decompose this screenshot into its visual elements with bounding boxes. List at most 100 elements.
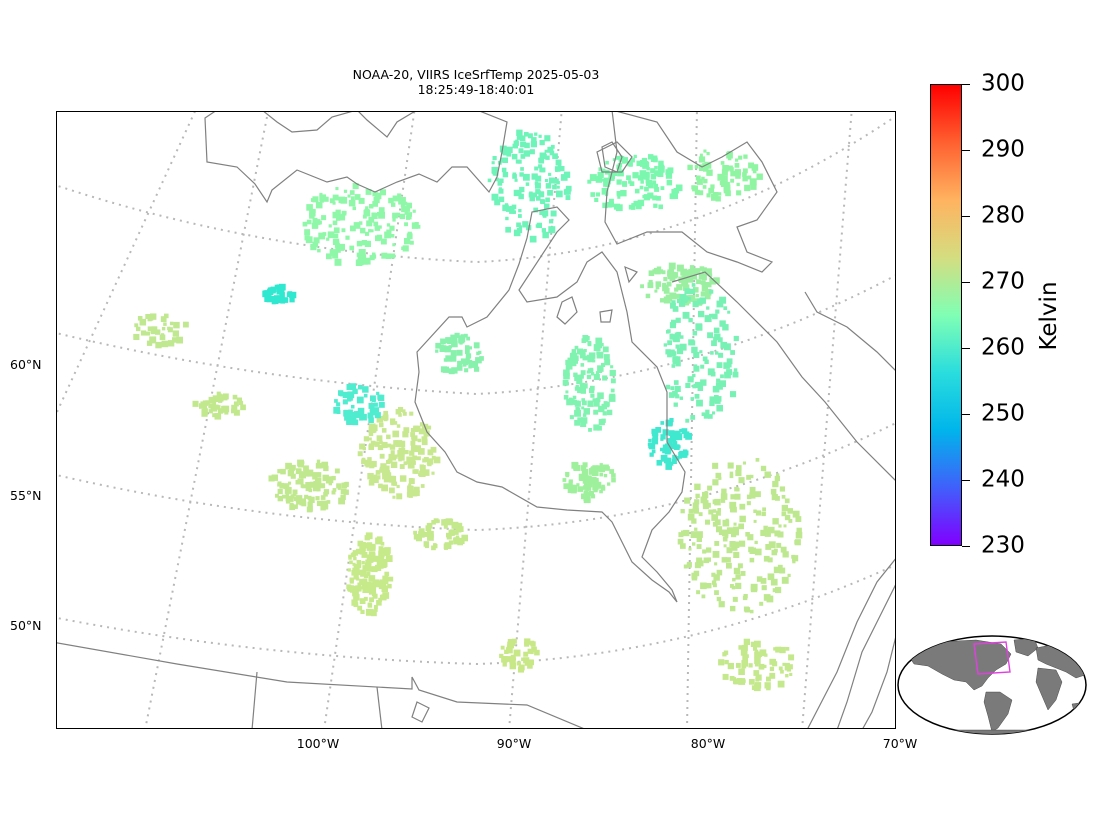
temperature-pixel (332, 488, 337, 492)
temperature-pixel (713, 397, 719, 403)
temperature-pixel (295, 468, 302, 475)
temperature-pixel (708, 273, 713, 278)
temperature-pixel (710, 279, 715, 284)
temperature-pixel (410, 428, 416, 433)
temperature-pixel (724, 534, 729, 539)
temperature-pixel (347, 194, 351, 198)
temperature-pixel (750, 609, 754, 614)
temperature-pixel (596, 351, 600, 355)
temperature-pixel (388, 197, 394, 204)
temperature-pixel (505, 226, 511, 233)
temperature-pixel (735, 663, 741, 668)
temperature-pixel (654, 165, 658, 170)
temperature-pixel (542, 210, 549, 217)
temperature-pixel (727, 462, 734, 469)
temperature-pixel (628, 180, 632, 184)
temperature-pixel (312, 474, 318, 480)
temperature-pixel (389, 487, 395, 494)
temperature-pixel (362, 586, 370, 593)
temperature-pixel (277, 483, 281, 487)
temperature-pixel (720, 498, 726, 503)
temperature-pixel (359, 598, 366, 604)
temperature-pixel (420, 465, 426, 471)
temperature-pixel (382, 468, 389, 476)
temperature-pixel (680, 335, 684, 339)
north-america-land (905, 639, 1012, 691)
temperature-pixel (672, 390, 678, 397)
map-title: NOAA-20, VIIRS IceSrfTemp 2025-05-03 18:… (56, 67, 896, 97)
temperature-pixel (571, 349, 577, 354)
temperature-pixel (369, 431, 373, 435)
temperature-pixel (694, 269, 700, 275)
temperature-pixel (706, 502, 711, 508)
temperature-pixel (374, 608, 378, 612)
temperature-pixel (692, 542, 696, 546)
meridian-line (144, 112, 270, 728)
temperature-pixel (704, 293, 711, 300)
temperature-pixel (368, 216, 375, 223)
temperature-pixel (696, 590, 701, 595)
temperature-pixel (648, 279, 653, 284)
temperature-pixel (279, 295, 285, 301)
temperature-pixel (509, 208, 515, 214)
temperature-pixel (696, 536, 702, 542)
colorbar-tick-mark (962, 216, 970, 217)
temperature-pixel (384, 580, 389, 584)
temperature-pixel (743, 154, 748, 159)
temperature-pixel (513, 649, 521, 657)
temperature-pixel (376, 416, 384, 423)
temperature-pixel (749, 486, 756, 493)
temperature-pixel (445, 518, 453, 525)
temperature-pixel (407, 231, 412, 236)
temperature-pixel (603, 473, 608, 478)
temperature-pixel (742, 595, 748, 601)
temperature-pixel (574, 419, 580, 426)
temperature-pixel (277, 298, 283, 304)
map-panel[interactable] (56, 111, 896, 729)
temperature-pixel (394, 421, 398, 425)
temperature-pixel (668, 392, 675, 398)
temperature-pixel (693, 508, 699, 514)
temperature-pixel (552, 184, 557, 190)
temperature-pixel (343, 409, 349, 415)
temperature-pixel (710, 184, 715, 189)
temperature-pixel (763, 555, 770, 562)
temperature-pixel (232, 394, 238, 400)
temperature-pixel (369, 407, 376, 414)
temperature-pixel (369, 414, 373, 418)
temperature-pixel (579, 352, 586, 359)
temperature-pixel (583, 349, 587, 353)
temperature-pixel (628, 163, 633, 167)
meridian-line (801, 112, 853, 728)
temperature-pixel (603, 354, 610, 360)
temperature-pixel (419, 470, 426, 477)
temperature-pixel (378, 211, 385, 219)
temperature-pixel (531, 137, 537, 143)
temperature-pixel (212, 413, 217, 418)
temperature-pixel (756, 576, 763, 582)
temperature-pixel (755, 510, 762, 516)
temperature-pixel (494, 199, 501, 206)
temperature-pixel (393, 454, 398, 459)
temperature-pixel (309, 210, 316, 217)
temperature-pixel (448, 540, 454, 545)
temperature-pixel (579, 382, 585, 388)
temperature-pixel (667, 438, 671, 442)
temperature-pixel (783, 524, 787, 528)
temperature-pixel (754, 684, 761, 692)
temperature-pixel (787, 508, 793, 514)
temperature-pixel (754, 640, 761, 648)
temperature-pixel (751, 164, 759, 171)
temperature-pixel (353, 574, 359, 580)
temperature-pixel (733, 567, 741, 575)
temperature-pixel (769, 672, 776, 679)
temperature-pixel (760, 465, 767, 472)
temperature-pixel (720, 493, 728, 500)
temperature-pixel (347, 397, 352, 402)
temperature-pixel (544, 179, 548, 182)
temperature-pixel (569, 415, 574, 420)
temperature-pixel (363, 257, 371, 265)
temperature-pixel (535, 183, 541, 189)
temperature-pixel (648, 154, 654, 160)
temperature-pixel (673, 335, 680, 343)
